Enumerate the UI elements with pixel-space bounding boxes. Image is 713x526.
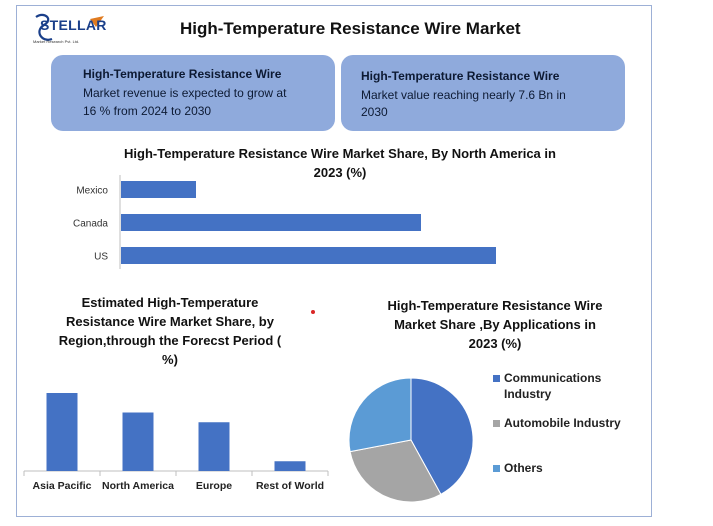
chart-title-line: High-Temperature Resistance Wire <box>387 298 603 313</box>
chart-title: High-Temperature Resistance Wire Market … <box>370 296 620 353</box>
chart-title: Estimated High-Temperature Resistance Wi… <box>40 293 300 369</box>
tick-label: Rest of World <box>256 480 324 492</box>
tick-label: Mexico <box>76 186 108 197</box>
info-box-title: High-Temperature Resistance Wire <box>361 69 560 83</box>
chart-title-line: High-Temperature Resistance Wire Market … <box>124 146 556 161</box>
bar-mexico <box>121 181 196 198</box>
logo-subtitle: Market Research Pvt. Ltd. <box>33 39 80 44</box>
legend-swatch-automobile <box>493 420 500 427</box>
bar-canada <box>121 214 421 231</box>
legend-swatch-communications <box>493 375 500 382</box>
tick-label: Canada <box>73 219 108 230</box>
chart-title-line: 2023 (%) <box>313 165 367 180</box>
applications-pie-chart <box>348 377 474 503</box>
region-bar-chart: Asia Pacific North America Europe Rest of W… <box>23 393 329 492</box>
pie-slice-0 <box>410 377 474 496</box>
legend-label: Communications <box>504 371 602 385</box>
bar-europe <box>198 422 230 471</box>
tick-label: Europe <box>196 480 232 492</box>
legend-label: Industry <box>504 387 552 401</box>
north-america-bar-chart: Mexico Canada US <box>73 175 496 269</box>
tick-label: US <box>94 252 108 263</box>
bar-north-america <box>122 412 154 471</box>
chart-title-line: Region,through the Forecst Period ( <box>58 333 282 348</box>
chart-title-line: Estimated High-Temperature <box>81 295 259 310</box>
bar-us <box>121 247 496 264</box>
chart-title: High-Temperature Resistance Wire Market … <box>100 144 580 182</box>
info-box-line: 16 % from 2024 to 2030 <box>83 104 212 118</box>
info-box-line: 2030 <box>361 105 388 119</box>
pie-slice-2 <box>348 377 412 453</box>
tick-label: Asia Pacific <box>33 480 92 492</box>
chart-title-line: %) <box>162 352 178 367</box>
stellar-logo-icon <box>35 13 104 41</box>
bar-rest-of-world <box>274 461 306 471</box>
chart-title-line: Market Share ,By Applications in <box>394 317 596 332</box>
info-box-growth: High-Temperature Resistance Wire Market … <box>51 55 335 131</box>
pie-slice-1 <box>349 439 442 503</box>
tick-label: North America <box>102 480 174 492</box>
info-box-value: High-Temperature Resistance Wire Market … <box>341 55 625 131</box>
legend-item-automobile: Automobile Industry <box>504 416 621 430</box>
legend-item-communications: Communications Industry <box>504 370 601 402</box>
info-box-line: Market revenue is expected to grow at <box>83 86 287 100</box>
chart-title-line: 2023 (%) <box>468 336 522 351</box>
info-box-title: High-Temperature Resistance Wire <box>83 67 282 81</box>
page-title: High-Temperature Resistance Wire Market <box>180 19 521 38</box>
legend-item-others: Others <box>504 461 543 475</box>
info-box-line: Market value reaching nearly 7.6 Bn in <box>361 88 566 102</box>
bar-asia-pacific <box>46 393 78 471</box>
legend-swatch-others <box>493 465 500 472</box>
chart-title-line: Resistance Wire Market Share, by <box>66 314 274 329</box>
report-frame <box>16 5 652 517</box>
logo-text: STELLAR <box>40 17 107 33</box>
marker-dot <box>311 310 315 314</box>
